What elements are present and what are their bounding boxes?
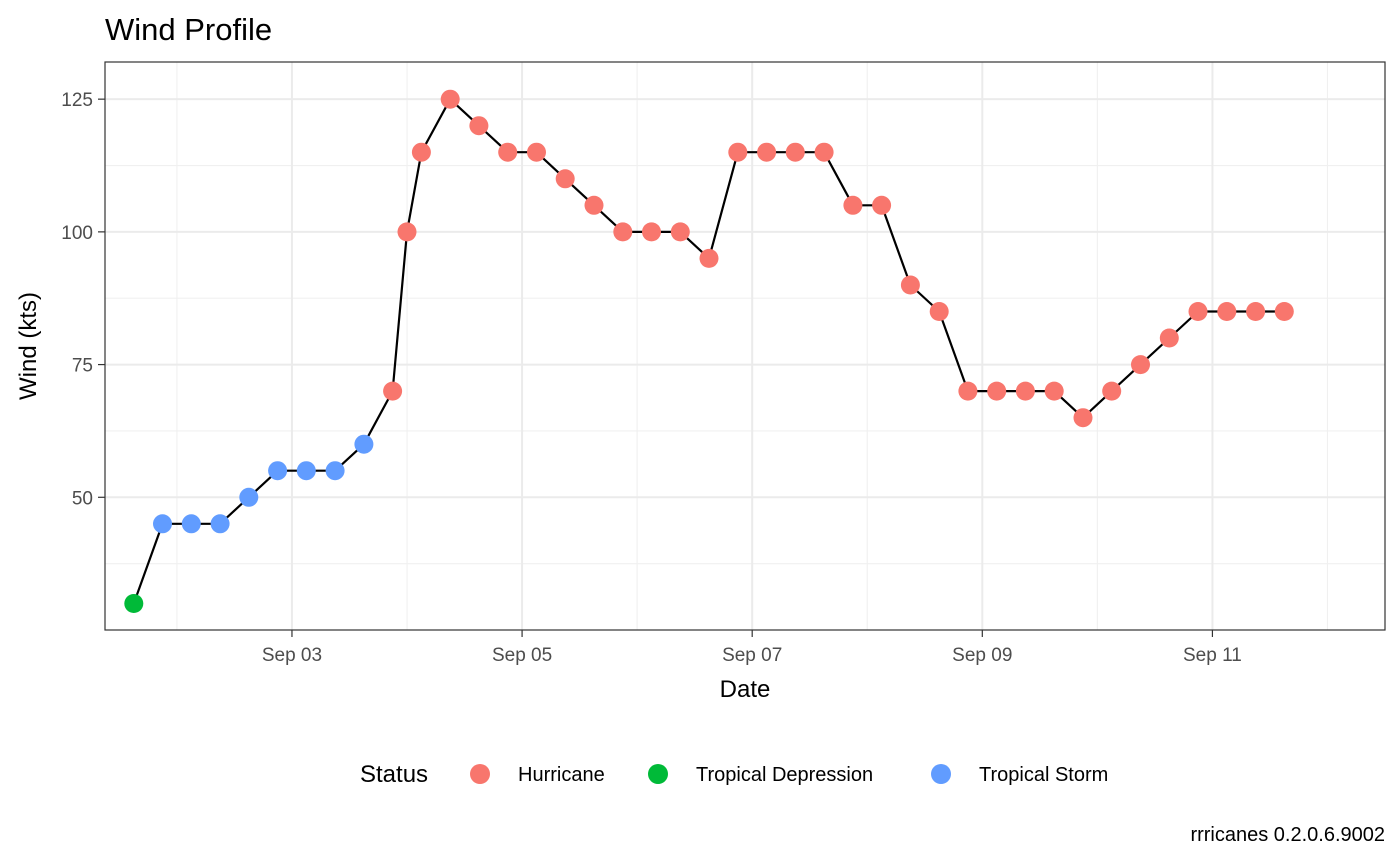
data-point: [469, 116, 489, 136]
legend-entries: Hurricane Tropical Depression Tropical Sto…: [470, 764, 1108, 786]
data-point: [1131, 355, 1150, 375]
data-point: [527, 142, 546, 162]
legend-label: Hurricane: [518, 764, 605, 786]
chart-caption: rrricanes 0.2.0.6.9002: [1190, 824, 1385, 846]
data-point: [843, 195, 863, 215]
legend-key: [931, 764, 951, 784]
legend-key: [648, 764, 668, 784]
data-point: [1246, 302, 1266, 321]
data-point: [1102, 381, 1122, 401]
data-point: [584, 195, 604, 215]
data-point: [268, 461, 288, 481]
data-point: [210, 514, 230, 534]
data-point: [642, 222, 661, 242]
data-point: [1159, 328, 1179, 348]
legend-title: Status: [360, 761, 428, 788]
grid-minor: [105, 62, 1385, 630]
data-point: [699, 248, 719, 268]
data-point: [757, 142, 777, 162]
data-point: [785, 142, 805, 162]
data-point: [1274, 302, 1294, 321]
data-point: [325, 461, 345, 481]
data-point: [397, 222, 417, 242]
series-points: [124, 89, 1294, 613]
data-point: [929, 302, 949, 321]
data-point: [296, 461, 316, 481]
legend-key: [470, 764, 490, 784]
wind-line: [132, 98, 1285, 604]
y-tick-label: 75: [72, 356, 93, 377]
data-point: [728, 142, 748, 162]
x-tick-label: Sep 05: [492, 645, 552, 666]
data-point: [670, 222, 690, 242]
data-point: [814, 142, 834, 162]
data-point: [987, 381, 1007, 401]
y-tick-label: 125: [61, 90, 93, 111]
data-point: [1188, 302, 1208, 321]
x-tick-label: Sep 09: [952, 645, 1012, 666]
data-point: [1217, 302, 1237, 321]
y-axis-ticks: 50 75 100 125: [61, 90, 105, 509]
data-point: [383, 381, 403, 401]
legend: Status Hurricane Tropical Depression Tropi…: [360, 761, 1108, 788]
chart-title: Wind Profile: [105, 12, 272, 47]
data-point: [1015, 381, 1035, 401]
data-point: [613, 222, 633, 242]
y-axis-title: Wind (kts): [15, 292, 42, 400]
x-axis-title: Date: [720, 676, 771, 703]
data-point: [1044, 381, 1064, 401]
data-point: [498, 142, 518, 162]
legend-label: Tropical Storm: [979, 764, 1108, 786]
data-point: [239, 487, 259, 507]
data-point: [555, 169, 575, 189]
data-point: [1073, 408, 1093, 428]
series-line: [132, 98, 1285, 604]
x-tick-label: Sep 07: [722, 645, 782, 666]
x-tick-label: Sep 11: [1183, 645, 1242, 666]
data-point: [411, 142, 431, 162]
data-point: [181, 514, 201, 534]
data-point: [872, 195, 892, 215]
legend-label: Tropical Depression: [696, 764, 873, 786]
data-point: [124, 594, 144, 613]
data-point: [440, 89, 460, 109]
x-axis-ticks: Sep 03 Sep 05 Sep 07 Sep 09 Sep 11: [262, 630, 1242, 666]
data-point: [958, 381, 978, 401]
y-tick-label: 50: [72, 488, 93, 509]
panel-border: [104, 61, 1386, 631]
data-point: [900, 275, 920, 295]
y-tick-label: 100: [61, 223, 93, 244]
data-point: [153, 514, 172, 534]
data-point: [354, 434, 374, 454]
x-tick-label: Sep 03: [262, 645, 322, 666]
grid-major: [105, 62, 1385, 630]
